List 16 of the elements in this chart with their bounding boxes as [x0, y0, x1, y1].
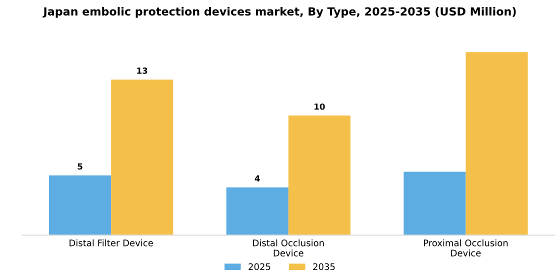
legend-label: 2035 [313, 263, 335, 270]
bar [111, 80, 174, 236]
bar [466, 52, 528, 236]
x-tick-label: Proximal Occlusion Device [424, 239, 508, 256]
bar [288, 116, 350, 236]
data-label: 13 [137, 68, 148, 74]
data-label: 4 [254, 175, 260, 182]
bar [404, 172, 466, 236]
data-label: 5 [78, 163, 82, 170]
bar [49, 175, 112, 236]
legend-label: 2025 [248, 263, 270, 270]
x-tick-label: Distal Occlusion Device [253, 239, 324, 256]
bar [226, 187, 288, 236]
chart-title: Japan embolic protection devices market, By Type, 2025-2035 (USD Million) [42, 7, 516, 18]
data-label: 10 [314, 103, 325, 110]
x-tick-label: Distal Filter Device [70, 239, 153, 246]
